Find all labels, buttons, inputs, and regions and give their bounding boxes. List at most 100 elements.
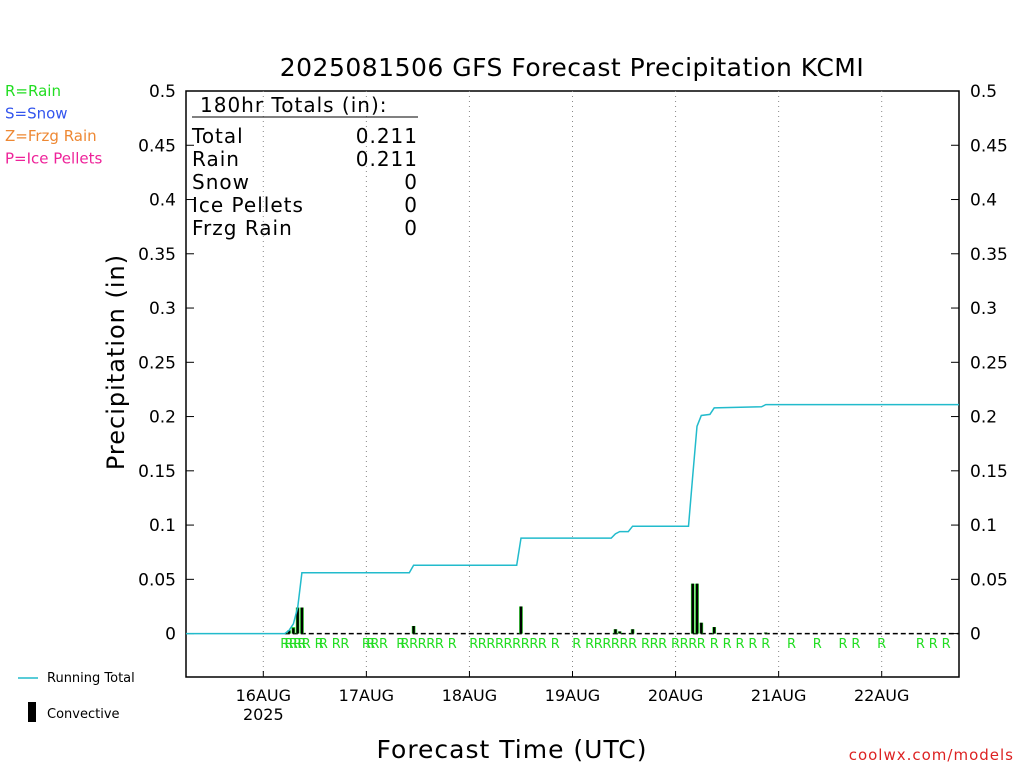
rain-marker: R <box>297 637 306 652</box>
y-tick-label-right: 0.4 <box>970 191 997 211</box>
convective-bar <box>519 606 523 634</box>
x-tick-label: 17AUG <box>339 686 394 705</box>
rain-marker: R <box>285 637 294 652</box>
rain-marker: R <box>366 637 375 652</box>
y-tick-label-left: 0.15 <box>138 462 176 482</box>
precip-type-legend-item: Z=Frzg Rain <box>5 127 97 145</box>
rain-marker: R <box>512 637 521 652</box>
rain-marker: R <box>332 637 341 652</box>
y-tick-label-left: 0.1 <box>149 516 176 536</box>
totals-row-value: 0.211 <box>356 147 418 171</box>
bottom-legend: Running Total Convective <box>18 671 135 722</box>
rain-marker: R <box>495 637 504 652</box>
rain-marker: R <box>418 637 427 652</box>
rain-marker: R <box>688 637 697 652</box>
rain-marker: R <box>942 637 951 652</box>
rain-marker: R <box>680 637 689 652</box>
rain-marker: R <box>611 637 620 652</box>
rain-marker: R <box>628 637 637 652</box>
y-axis-label: Precipitation (in) <box>102 254 130 470</box>
rain-marker: R <box>319 637 328 652</box>
rain-marker: R <box>293 637 302 652</box>
x-tick-sublabel: 2025 <box>243 705 284 724</box>
plot-frame <box>185 90 960 678</box>
rain-marker: R <box>409 637 418 652</box>
convective-bar <box>614 629 617 634</box>
convective-legend-label: Convective <box>47 707 120 722</box>
rain-marker: R <box>761 637 770 652</box>
y-tick-label-right: 0.05 <box>970 570 1008 590</box>
precip-type-legend-item: R=Rain <box>5 82 61 100</box>
totals-row-label: Total <box>191 124 244 148</box>
rain-marker: R <box>851 637 860 652</box>
totals-header: 180hr Totals (in): <box>200 93 388 117</box>
y-tick-label-left: 0.25 <box>138 353 176 373</box>
rain-marker: R <box>400 637 409 652</box>
rain-marker: R <box>448 637 457 652</box>
running-total-series <box>186 403 959 635</box>
x-tick-label: 22AUG <box>854 686 909 705</box>
x-tick-label: 18AUG <box>442 686 497 705</box>
precip-type-legend-item: P=Ice Pellets <box>5 150 102 168</box>
totals-row-label: Frzg Rain <box>192 216 293 240</box>
running-total-line <box>186 403 959 635</box>
rain-marker: R <box>529 637 538 652</box>
rain-marker: R <box>916 637 925 652</box>
rain-marker: R <box>572 637 581 652</box>
rain-marker: R <box>787 637 796 652</box>
convective-bar <box>691 583 694 634</box>
totals-row-label: Snow <box>192 170 250 194</box>
y-tick-label-left: 0.4 <box>149 191 176 211</box>
y-tick-label-left: 0.2 <box>149 408 176 428</box>
y-tick-label-right: 0.3 <box>970 299 997 319</box>
rain-marker: R <box>602 637 611 652</box>
totals-row-value: 0 <box>404 216 418 240</box>
totals-row-label: Rain <box>192 147 240 171</box>
rain-marker: R <box>426 637 435 652</box>
precip-type-legend-item: S=Snow <box>5 105 68 123</box>
rain-marker: R <box>340 637 349 652</box>
precip-type-legend: R=Rain S=Snow Z=Frzg Rain P=Ice Pellets <box>5 82 102 168</box>
convective-bar <box>695 583 699 634</box>
rain-marker: R <box>538 637 547 652</box>
rain-marker: R <box>697 637 706 652</box>
watermark: coolwx.com/models <box>849 746 1014 764</box>
convective-bar <box>412 625 415 634</box>
convective-legend-swatch <box>28 702 36 722</box>
y-tick-label-left: 0 <box>165 625 176 645</box>
rain-marker: R <box>723 637 732 652</box>
running-total-legend-label: Running Total <box>47 671 135 686</box>
rain-marker: R <box>671 637 680 652</box>
rain-marker: R <box>302 637 311 652</box>
convective-bar <box>618 631 621 634</box>
convective-bar <box>287 630 291 634</box>
rain-marker: R <box>478 637 487 652</box>
convective-bar <box>300 607 304 634</box>
y-tick-label-right: 0.1 <box>970 516 997 536</box>
totals-box: 180hr Totals (in): Total 0.211 Rain 0.211 Sn… <box>191 93 418 240</box>
x-tick-label: 19AUG <box>545 686 600 705</box>
rain-marker: R <box>551 637 560 652</box>
rain-marker: R <box>710 637 719 652</box>
x-axis-label: Forecast Time (UTC) <box>377 735 648 764</box>
rain-marker: R <box>315 637 324 652</box>
rain-marker: R <box>435 637 444 652</box>
totals-row-label: Ice Pellets <box>192 193 304 217</box>
y-tick-label-right: 0.5 <box>970 82 997 102</box>
rain-marker: R <box>594 637 603 652</box>
rain-marker: R <box>929 637 938 652</box>
rain-marker: R <box>469 637 478 652</box>
chart-title: 2025081506 GFS Forecast Precipitation KC… <box>280 53 865 82</box>
rain-marker: R <box>658 637 667 652</box>
y-tick-label-left: 0.05 <box>138 570 176 590</box>
y-tick-label-left: 0.35 <box>138 245 176 265</box>
y-axis-ticks: 0 00.05 0.050.1 0.10.15 0.150.2 0.20.25 0.250.… <box>138 82 1008 645</box>
x-tick-label: 20AUG <box>648 686 703 705</box>
rain-marker: R <box>735 637 744 652</box>
grid-lines <box>262 91 883 677</box>
rain-marker: R <box>504 637 513 652</box>
rain-marker: R <box>521 637 530 652</box>
